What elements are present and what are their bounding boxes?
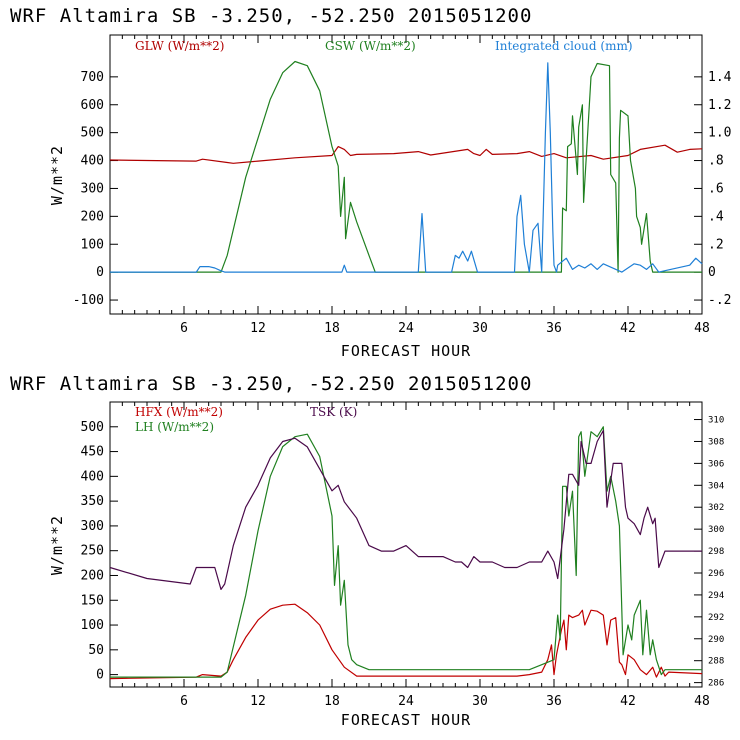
legend-gsw: GSW (W/m**2)	[325, 39, 416, 53]
x-axis-label: FORECAST HOUR	[341, 711, 471, 729]
chart-title: WRF Altamira SB -3.250, -52.250 20150512…	[10, 373, 532, 395]
x-tick-label: 42	[620, 321, 636, 336]
series-line-lh	[110, 426, 702, 678]
y2-tick-label: 286	[708, 679, 724, 689]
x-tick-label: 18	[324, 694, 340, 709]
y-tick-label: 0	[96, 265, 104, 280]
y-tick-label: 100	[81, 237, 104, 252]
panel-fluxes: WRF Altamira SB -3.250, -52.250 20150512…	[10, 373, 724, 729]
y2-tick-label: 288	[708, 657, 724, 667]
y2-tick-label: 304	[708, 481, 724, 491]
y2-tick-label: 302	[708, 503, 724, 513]
y-tick-label: -100	[73, 293, 104, 308]
series-line-integrated	[110, 62, 703, 273]
y2-tick-label: -.2	[708, 293, 731, 308]
y2-tick-label: 1.2	[708, 98, 731, 113]
y-tick-label: 100	[81, 618, 104, 633]
y2-tick-label: 292	[708, 613, 724, 623]
x-tick-label: 12	[250, 321, 266, 336]
y-tick-label: 200	[81, 568, 104, 583]
y2-tick-label: 296	[708, 569, 724, 579]
y-tick-label: 500	[81, 420, 104, 435]
x-tick-label: 18	[324, 321, 340, 336]
axis-ticks: 6 12 18 24 30 36 42 48 0 50 100 150 200 250 300 350 400 4…	[81, 402, 724, 709]
x-tick-label: 30	[472, 321, 488, 336]
y-tick-label: 300	[81, 519, 104, 534]
y2-tick-label: 308	[708, 437, 724, 447]
x-tick-label: 42	[620, 694, 636, 709]
y2-tick-label: .8	[708, 154, 724, 169]
y-tick-label: 700	[81, 70, 104, 85]
y2-tick-label: .4	[708, 209, 724, 224]
x-tick-label: 30	[472, 694, 488, 709]
y2-tick-label: .2	[708, 237, 724, 252]
axis-ticks: 6 12 18 24 30 36 42 48 -100 0 100 200 300 400 500 600 70…	[73, 35, 732, 336]
panel-radiation: WRF Altamira SB -3.250, -52.250 20150512…	[10, 5, 732, 360]
y-tick-label: 250	[81, 544, 104, 559]
x-tick-label: 6	[180, 321, 188, 336]
x-tick-label: 24	[398, 321, 414, 336]
y-tick-label: 300	[81, 181, 104, 196]
series-lines	[109, 426, 703, 680]
series-lines	[109, 60, 703, 273]
x-tick-label: 48	[694, 321, 710, 336]
y2-tick-label: 290	[708, 635, 724, 645]
y-tick-label: 400	[81, 154, 104, 169]
series-line-tsk	[109, 429, 702, 591]
x-tick-label: 12	[250, 694, 266, 709]
chart-title: WRF Altamira SB -3.250, -52.250 20150512…	[10, 5, 532, 27]
y-tick-label: 0	[96, 668, 104, 683]
y-tick-label: 350	[81, 494, 104, 509]
series-line-glw	[109, 144, 703, 164]
y-tick-label: 150	[81, 593, 104, 608]
legend-glw: GLW (W/m**2)	[135, 39, 224, 53]
y-axis-label: W/m**2	[48, 515, 66, 575]
y-tick-label: 50	[88, 643, 104, 658]
x-tick-label: 48	[694, 694, 710, 709]
y2-tick-label: 298	[708, 547, 724, 557]
x-tick-label: 6	[180, 694, 188, 709]
y2-tick-label: 306	[708, 459, 724, 469]
y2-tick-label: 1.0	[708, 126, 731, 141]
y-tick-label: 400	[81, 469, 104, 484]
x-tick-label: 36	[546, 694, 562, 709]
series-line-gsw	[110, 60, 702, 273]
y2-tick-label: 300	[708, 525, 724, 535]
y-axis-label: W/m**2	[48, 145, 66, 205]
legend-lh: LH (W/m**2)	[135, 420, 214, 434]
x-axis-label: FORECAST HOUR	[341, 342, 471, 360]
y-tick-label: 450	[81, 445, 104, 460]
legend-cloud: Integrated cloud (mm)	[495, 39, 633, 53]
y2-tick-label: 294	[708, 591, 724, 601]
series-line-hfx	[109, 603, 703, 680]
y2-tick-label: 0	[708, 265, 716, 280]
plot-frame	[109, 401, 703, 688]
y-tick-label: 500	[81, 126, 104, 141]
legend-tsk: TSK (K)	[310, 405, 357, 419]
y-tick-label: 200	[81, 209, 104, 224]
legend-hfx: HFX (W/m**2)	[135, 405, 223, 419]
y2-tick-label: .6	[708, 181, 724, 196]
y-tick-label: 600	[81, 98, 104, 113]
x-tick-label: 24	[398, 694, 414, 709]
y2-tick-label: 310	[708, 416, 724, 426]
x-tick-label: 36	[546, 321, 562, 336]
y2-tick-label: 1.4	[708, 70, 732, 85]
